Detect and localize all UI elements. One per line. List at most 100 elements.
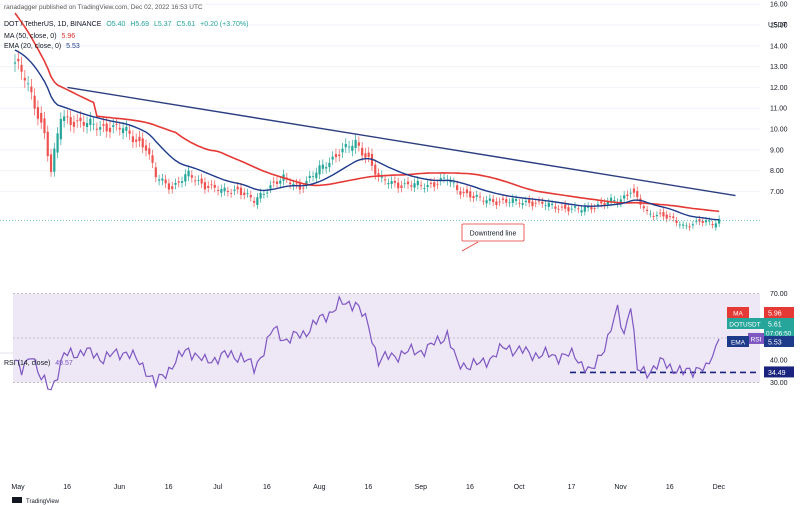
- candle-body: [678, 224, 681, 226]
- price-tick-label: 11.00: [770, 106, 787, 113]
- open-value: O5.40: [106, 21, 126, 28]
- candle-body: [691, 224, 695, 226]
- badge-countdown: 07:06:50: [766, 331, 792, 338]
- candle-body: [577, 208, 580, 210]
- candle-body: [239, 187, 243, 195]
- candle-body: [338, 154, 341, 157]
- candle-body: [609, 197, 613, 203]
- candle-body: [49, 154, 53, 172]
- candle-body: [413, 183, 416, 188]
- candle-body: [164, 179, 167, 184]
- candle-body: [649, 213, 652, 215]
- price-axis[interactable]: 19.0018.0017.0016.0015.0014.0013.0012.00…: [770, 0, 788, 196]
- candle-body: [544, 205, 547, 207]
- candle-body: [485, 200, 488, 204]
- candle-body: [478, 196, 482, 198]
- candle-body: [56, 133, 59, 153]
- candle-body: [623, 195, 626, 199]
- price-tick-label: 12.00: [770, 85, 788, 92]
- candle-body: [112, 125, 115, 128]
- candle-body: [99, 127, 102, 130]
- candle-body: [564, 204, 567, 209]
- candle-body: [315, 172, 318, 179]
- candle-body: [341, 148, 344, 153]
- time-tick-label: Nov: [614, 484, 627, 491]
- candle-body: [200, 178, 203, 184]
- candle-body: [233, 189, 236, 191]
- candle-body: [59, 118, 62, 140]
- candle-body: [511, 198, 514, 203]
- candle-body: [53, 148, 56, 172]
- candle-body: [121, 128, 125, 134]
- candle-body: [501, 198, 505, 200]
- candle-body: [397, 182, 400, 189]
- symbol-label[interactable]: DOT / TetherUS, 1D, BINANCE: [4, 21, 102, 28]
- candle-body: [420, 184, 423, 186]
- candle-body: [13, 62, 17, 64]
- candle-body: [377, 173, 380, 177]
- support-badge-value: 34.49: [768, 370, 786, 377]
- candle-body: [668, 216, 672, 218]
- candle-body: [226, 191, 229, 193]
- close-value: C5.61: [176, 21, 196, 28]
- candle-body: [459, 191, 462, 195]
- candle-body: [334, 154, 338, 158]
- candle-body: [613, 199, 616, 202]
- candle-body: [606, 201, 609, 205]
- candle-body: [492, 199, 495, 203]
- candle-body: [308, 175, 311, 178]
- axis-unit-label: USDT: [768, 22, 788, 29]
- candle-body: [79, 117, 82, 122]
- time-tick-label: 16: [466, 484, 474, 491]
- candle-body: [148, 148, 151, 155]
- candle-body: [573, 206, 577, 208]
- candle-body: [82, 121, 85, 126]
- candle-body: [541, 201, 544, 204]
- candle-body: [223, 187, 226, 192]
- time-tick-label: 16: [263, 484, 271, 491]
- time-tick-label: Aug: [313, 484, 326, 491]
- badge-series-label: DOTUSDT: [729, 322, 760, 329]
- candle-body: [567, 207, 570, 212]
- time-axis[interactable]: May 16 Jun 16 Jul 16 Aug 16 Sep 16 Oct 17 Nov 16 Dec: [11, 484, 725, 491]
- price-tick-label: 7.00: [770, 189, 784, 196]
- price-tick-label: 9.00: [770, 147, 784, 154]
- candle-body: [92, 123, 95, 125]
- candle-body: [547, 202, 550, 207]
- candle-body: [243, 192, 246, 196]
- candle-body: [354, 139, 357, 149]
- ma-50-line: [14, 12, 720, 213]
- candle-body: [534, 202, 537, 204]
- rsi-legend[interactable]: RSI (14, close) 49.57: [4, 360, 76, 367]
- price-tick-label: 13.00: [770, 64, 788, 71]
- candle-body: [469, 191, 472, 198]
- candle-body: [521, 203, 524, 205]
- candle-body: [158, 179, 161, 181]
- candle-body: [194, 180, 197, 182]
- ma-legend[interactable]: MA (50, close, 0) 5.96: [4, 33, 78, 40]
- candle-body: [711, 223, 714, 226]
- time-tick-label: Jun: [114, 484, 125, 491]
- candle-body: [115, 123, 118, 125]
- symbol-ohlc-line: DOT / TetherUS, 1D, BINANCE O5.40 H5.69 …: [4, 21, 251, 28]
- svg-text:TradingView: TradingView: [26, 499, 60, 505]
- candle-body: [256, 197, 259, 205]
- candle-body: [531, 201, 534, 207]
- candle-body: [632, 188, 636, 193]
- candle-body: [682, 224, 685, 226]
- candle-body: [439, 178, 442, 181]
- candle-body: [672, 216, 675, 218]
- candle-body: [675, 220, 678, 223]
- callout-pointer: [461, 241, 479, 252]
- candle-body: [406, 181, 410, 185]
- time-tick-label: 16: [666, 484, 674, 491]
- candle-body: [236, 186, 239, 190]
- published-line: ranadagger published on TradingView.com,…: [4, 4, 203, 11]
- candle-body: [43, 118, 46, 134]
- candle-body: [89, 118, 92, 125]
- candle-body: [560, 206, 564, 208]
- candle-body: [216, 190, 220, 192]
- ema-legend[interactable]: EMA (20, close, 0) 5.53: [4, 43, 83, 50]
- candle-body: [433, 182, 436, 187]
